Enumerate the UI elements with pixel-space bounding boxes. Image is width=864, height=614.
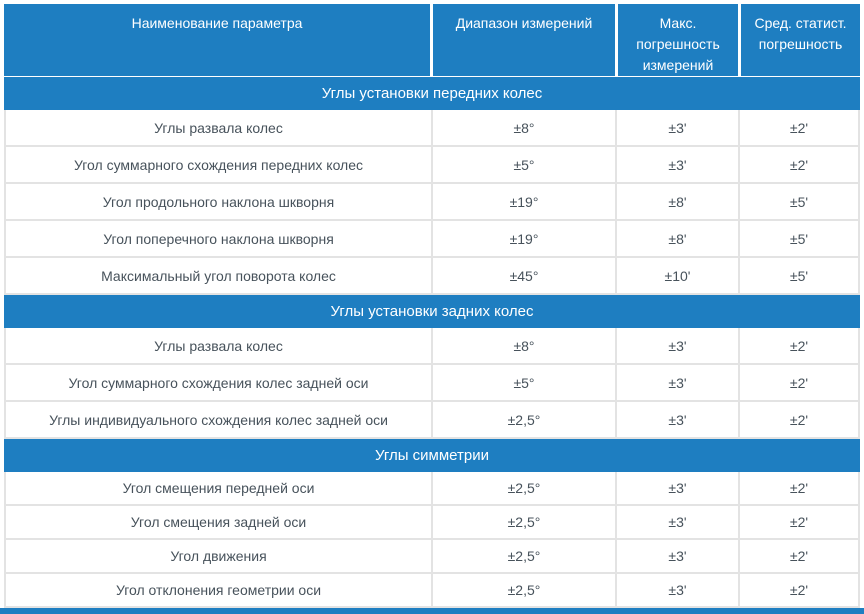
table-row: Угол смещения передней оси ±2,5° ±3' ±2' — [4, 472, 860, 506]
cell-parameter: Угол продольного наклона шкворня — [6, 184, 431, 221]
cell-max-error: ±3' — [615, 328, 738, 365]
cell-stat-error: ±2' — [738, 110, 858, 147]
cell-range: ±2,5° — [431, 540, 615, 574]
column-header-max-error: Макс. погрешность измерений — [618, 4, 738, 76]
cell-max-error: ±3' — [615, 540, 738, 574]
table-row: Углы индивидуального схождения колес зад… — [4, 402, 860, 439]
cell-max-error: ±8' — [615, 184, 738, 221]
cell-stat-error: ±2' — [738, 574, 858, 608]
cell-range: ±2,5° — [431, 506, 615, 540]
cell-parameter: Угол смещения передней оси — [6, 472, 431, 506]
column-header-label: Наименование параметра — [131, 15, 303, 31]
cell-range: ±5° — [431, 365, 615, 402]
cell-stat-error: ±2' — [738, 472, 858, 506]
cell-stat-error: ±5' — [738, 184, 858, 221]
cell-max-error: ±10' — [615, 258, 738, 295]
cell-range: ±45° — [431, 258, 615, 295]
cell-max-error: ±3' — [615, 472, 738, 506]
cell-stat-error: ±2' — [738, 147, 858, 184]
cell-range: ±2,5° — [431, 574, 615, 608]
cell-parameter: Угол движения — [6, 540, 431, 574]
section-title: Углы установки передних колес — [321, 85, 543, 102]
cell-range: ±8° — [431, 328, 615, 365]
cutoff-next-section-bar — [0, 608, 864, 614]
alignment-specs-table: Наименование параметра Диапазон измерени… — [0, 4, 864, 614]
table-header-row: Наименование параметра Диапазон измерени… — [4, 4, 860, 76]
table-row: Углы развала колес ±8° ±3' ±2' — [4, 328, 860, 365]
table-row: Угол смещения задней оси ±2,5° ±3' ±2' — [4, 506, 860, 540]
cell-range: ±2,5° — [431, 472, 615, 506]
cell-max-error: ±3' — [615, 506, 738, 540]
cell-max-error: ±3' — [615, 365, 738, 402]
table-row: Угол движения ±2,5° ±3' ±2' — [4, 540, 860, 574]
section-header-bar: Углы установки передних колес — [4, 77, 860, 110]
cell-stat-error: ±5' — [738, 221, 858, 258]
cell-max-error: ±3' — [615, 402, 738, 439]
column-header-label: Макс. погрешность измерений — [636, 15, 720, 73]
cell-parameter: Угол отклонения геометрии оси — [6, 574, 431, 608]
table-row: Угол поперечного наклона шкворня ±19° ±8… — [4, 221, 860, 258]
section-header-bar: Углы установки задних колес — [4, 295, 860, 328]
cell-max-error: ±3' — [615, 110, 738, 147]
table-row: Угол отклонения геометрии оси ±2,5° ±3' … — [4, 574, 860, 608]
cell-parameter: Угол поперечного наклона шкворня — [6, 221, 431, 258]
cell-parameter: Углы развала колес — [6, 110, 431, 147]
cell-parameter: Максимальный угол поворота колес — [6, 258, 431, 295]
cell-parameter: Угол смещения задней оси — [6, 506, 431, 540]
table-row: Угол продольного наклона шкворня ±19° ±8… — [4, 184, 860, 221]
table-row: Максимальный угол поворота колес ±45° ±1… — [4, 258, 860, 295]
cell-range: ±19° — [431, 221, 615, 258]
cell-stat-error: ±2' — [738, 506, 858, 540]
cell-range: ±19° — [431, 184, 615, 221]
cell-parameter: Угол суммарного схождения колес задней о… — [6, 365, 431, 402]
table-row: Углы развала колес ±8° ±3' ±2' — [4, 110, 860, 147]
cell-parameter: Углы развала колес — [6, 328, 431, 365]
cell-range: ±8° — [431, 110, 615, 147]
column-header-label: Диапазон измерений — [455, 15, 593, 31]
table-row: Угол суммарного схождения передних колес… — [4, 147, 860, 184]
cell-stat-error: ±2' — [738, 365, 858, 402]
table-body: Углы установки передних колес Углы разва… — [4, 77, 860, 608]
cell-parameter: Угол суммарного схождения передних колес — [6, 147, 431, 184]
section-title: Углы симметрии — [374, 447, 490, 464]
column-header-stat-error: Сред. статист. погрешность — [741, 4, 860, 76]
cell-max-error: ±3' — [615, 574, 738, 608]
cell-stat-error: ±2' — [738, 540, 858, 574]
cell-stat-error: ±2' — [738, 328, 858, 365]
cell-stat-error: ±2' — [738, 402, 858, 439]
section-title: Углы установки задних колес — [330, 303, 534, 320]
column-header-label: Сред. статист. погрешность — [754, 15, 847, 52]
cell-parameter: Углы индивидуального схождения колес зад… — [6, 402, 431, 439]
cell-range: ±5° — [431, 147, 615, 184]
cell-max-error: ±8' — [615, 221, 738, 258]
column-header-parameter: Наименование параметра — [4, 4, 430, 76]
cell-range: ±2,5° — [431, 402, 615, 439]
section-header-bar: Углы симметрии — [4, 439, 860, 472]
cell-stat-error: ±5' — [738, 258, 858, 295]
cell-max-error: ±3' — [615, 147, 738, 184]
table-row: Угол суммарного схождения колес задней о… — [4, 365, 860, 402]
column-header-range: Диапазон измерений — [433, 4, 615, 76]
